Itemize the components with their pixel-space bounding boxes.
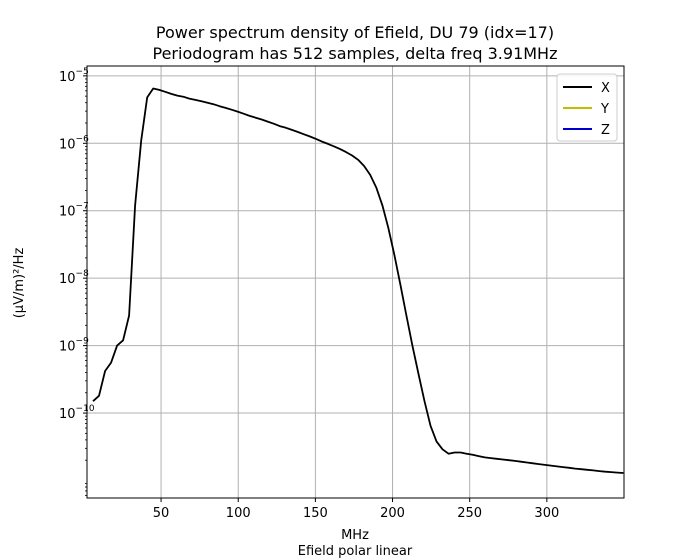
y-tick-mantissa: 10 [59, 70, 76, 85]
y-tick-mantissa: 10 [59, 272, 76, 287]
y-tick-exponent: −7 [76, 202, 89, 212]
y-tick-exponent: −5 [76, 67, 89, 77]
x-tick-label: 150 [303, 506, 328, 521]
x-axis-sublabel: Efield polar linear [298, 544, 413, 559]
legend: XYZ [556, 73, 618, 142]
chart-title: Power spectrum density of Efield, DU 79 … [156, 23, 554, 42]
y-tick-mantissa: 10 [59, 137, 76, 152]
x-axis-ticks: 50 100 150 200 250 300 [153, 498, 559, 521]
plot-frame [86, 65, 625, 499]
y-tick-mantissa: 10 [59, 340, 76, 355]
y-tick-mantissa: 10 [59, 205, 76, 220]
y-tick-label: 10−6 [59, 134, 89, 152]
legend-label-x: X [601, 81, 610, 96]
y-tick-label: 10−10 [59, 404, 95, 422]
y-tick-exponent: −8 [76, 269, 90, 279]
y-tick-mantissa: 10 [59, 407, 76, 422]
y-tick-label: 10−5 [59, 67, 89, 85]
x-axis-label: MHz [341, 528, 369, 543]
grid-lines [87, 66, 624, 498]
y-tick-exponent: −9 [76, 337, 90, 347]
y-tick-label: 10−7 [59, 202, 89, 220]
x-tick-label: 300 [534, 506, 559, 521]
y-tick-label: 10−9 [59, 337, 89, 355]
legend-label-y: Y [600, 102, 609, 117]
y-tick-label: 10−8 [59, 269, 89, 287]
x-tick-label: 200 [380, 506, 405, 521]
x-tick-label: 250 [457, 506, 482, 521]
x-tick-label: 100 [226, 506, 251, 521]
y-axis-label: (μV/m)²/Hz [12, 248, 27, 319]
y-tick-exponent: −10 [76, 404, 95, 414]
chart-subtitle: Periodogram has 512 samples, delta freq … [153, 44, 558, 63]
series-layer [92, 87, 624, 474]
x-tick-label: 50 [153, 506, 170, 521]
legend-label-z: Z [601, 123, 610, 138]
series-line-x [92, 87, 624, 474]
y-tick-exponent: −6 [76, 134, 90, 144]
